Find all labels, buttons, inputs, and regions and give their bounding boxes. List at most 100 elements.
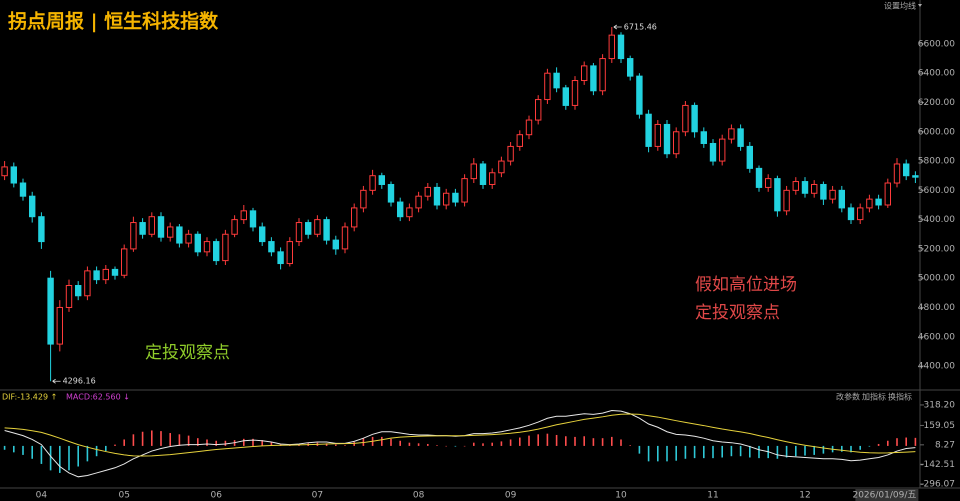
candle-body bbox=[728, 128, 735, 140]
macd-bar bbox=[40, 445, 43, 464]
macd-bar bbox=[22, 445, 24, 455]
candle-body bbox=[700, 131, 707, 144]
macd-bar bbox=[500, 441, 503, 446]
y-tick-label: 5200.00 bbox=[918, 244, 955, 254]
y-tick-label: 318.20 bbox=[924, 400, 956, 410]
candle-body bbox=[737, 128, 744, 147]
candle-body bbox=[829, 189, 836, 200]
macd-bar bbox=[795, 445, 797, 457]
y-tick-label: 6600.00 bbox=[918, 39, 955, 49]
candle-body bbox=[222, 233, 229, 262]
macd-bar bbox=[224, 440, 227, 446]
macd-bar bbox=[95, 445, 98, 457]
label-arrow bbox=[52, 378, 61, 384]
candle-body bbox=[415, 195, 422, 209]
candle-body bbox=[489, 172, 496, 185]
candle-body bbox=[470, 163, 478, 180]
macd-bar bbox=[537, 434, 539, 446]
candle-body bbox=[387, 183, 395, 203]
macd-bar bbox=[749, 445, 751, 458]
macd-bar bbox=[132, 434, 135, 446]
candle-body bbox=[755, 167, 763, 188]
candle-body bbox=[213, 241, 220, 262]
macd-bar bbox=[482, 443, 484, 446]
macd-bar bbox=[592, 438, 595, 446]
toolbar-button[interactable]: 加指标 bbox=[862, 392, 886, 402]
macd-bar bbox=[822, 445, 825, 454]
macd-bar bbox=[215, 440, 217, 446]
dropdown-caret[interactable] bbox=[918, 4, 922, 7]
macd-bar bbox=[555, 434, 558, 446]
macd-bar bbox=[877, 443, 880, 446]
macd-bar bbox=[730, 445, 733, 457]
candles bbox=[1, 27, 919, 382]
macd-bar bbox=[197, 438, 199, 446]
candle-body bbox=[709, 142, 717, 162]
macd-line bbox=[4, 413, 916, 457]
candle-body bbox=[167, 226, 174, 238]
macd-bar bbox=[785, 445, 788, 458]
macd-bar bbox=[105, 445, 107, 452]
macd-bar bbox=[905, 437, 907, 446]
candle-body bbox=[38, 216, 45, 243]
candle-body bbox=[176, 226, 183, 244]
candle-body bbox=[65, 285, 73, 308]
candle-body bbox=[571, 80, 579, 106]
candle-body bbox=[682, 104, 689, 133]
macd-bar bbox=[601, 438, 604, 446]
candle-body bbox=[893, 163, 901, 184]
macd-bar bbox=[243, 438, 245, 446]
macd-bar bbox=[712, 445, 714, 459]
macd-bar bbox=[169, 433, 171, 446]
macd-bar bbox=[528, 435, 530, 446]
candle-body bbox=[838, 189, 845, 209]
x-tick-label: 10 bbox=[615, 491, 627, 501]
candle-body bbox=[231, 219, 238, 235]
macd-bar bbox=[77, 445, 79, 467]
macd-bar bbox=[914, 437, 917, 446]
candle-body bbox=[562, 87, 569, 106]
ma-settings[interactable]: 设置均线 bbox=[884, 1, 916, 11]
macd-bar bbox=[114, 444, 116, 446]
macd-bar bbox=[252, 438, 254, 446]
macd-bar bbox=[703, 445, 705, 459]
candle-body bbox=[341, 226, 349, 250]
y-tick-label: 5400.00 bbox=[918, 215, 955, 225]
extreme-label: 6715.46 bbox=[624, 23, 657, 32]
macd-bar bbox=[417, 443, 420, 446]
macd-bar bbox=[206, 439, 208, 446]
y-tick-label: 4800.00 bbox=[918, 303, 955, 313]
candle-body bbox=[130, 222, 137, 250]
macd-bar bbox=[583, 436, 585, 446]
candle-body bbox=[84, 270, 91, 297]
x-tick-label: 05 bbox=[118, 491, 129, 501]
macd-bar bbox=[813, 445, 815, 455]
candle-body bbox=[847, 207, 855, 221]
macd-bar bbox=[335, 444, 337, 446]
macd-bar bbox=[59, 445, 61, 473]
macd-bar bbox=[850, 445, 852, 453]
candle-body bbox=[121, 248, 128, 276]
candle-body bbox=[654, 123, 661, 147]
x-tick-label: 11 bbox=[707, 491, 718, 501]
macd-bar bbox=[123, 439, 125, 446]
candle-body bbox=[719, 138, 726, 162]
y-tick-label: 6000.00 bbox=[918, 127, 955, 137]
candle-body bbox=[249, 210, 257, 228]
legend-entry: DIF:-13.429 ↑ bbox=[2, 393, 57, 402]
macd-bar bbox=[270, 442, 273, 446]
toolbar-button[interactable]: 改参数 bbox=[836, 392, 860, 402]
candle-body bbox=[323, 219, 330, 241]
toolbar-button[interactable]: 换指标 bbox=[888, 392, 912, 402]
macd-bar bbox=[887, 440, 889, 446]
candle-body bbox=[56, 306, 63, 345]
macd-bar bbox=[629, 445, 631, 446]
macd-bar bbox=[684, 445, 687, 459]
candle-body bbox=[617, 34, 625, 60]
candle-body bbox=[203, 241, 211, 253]
macd-bar bbox=[3, 445, 6, 450]
macd-bar bbox=[454, 445, 457, 447]
macd-bar bbox=[804, 445, 806, 456]
candle-body bbox=[1, 166, 8, 177]
